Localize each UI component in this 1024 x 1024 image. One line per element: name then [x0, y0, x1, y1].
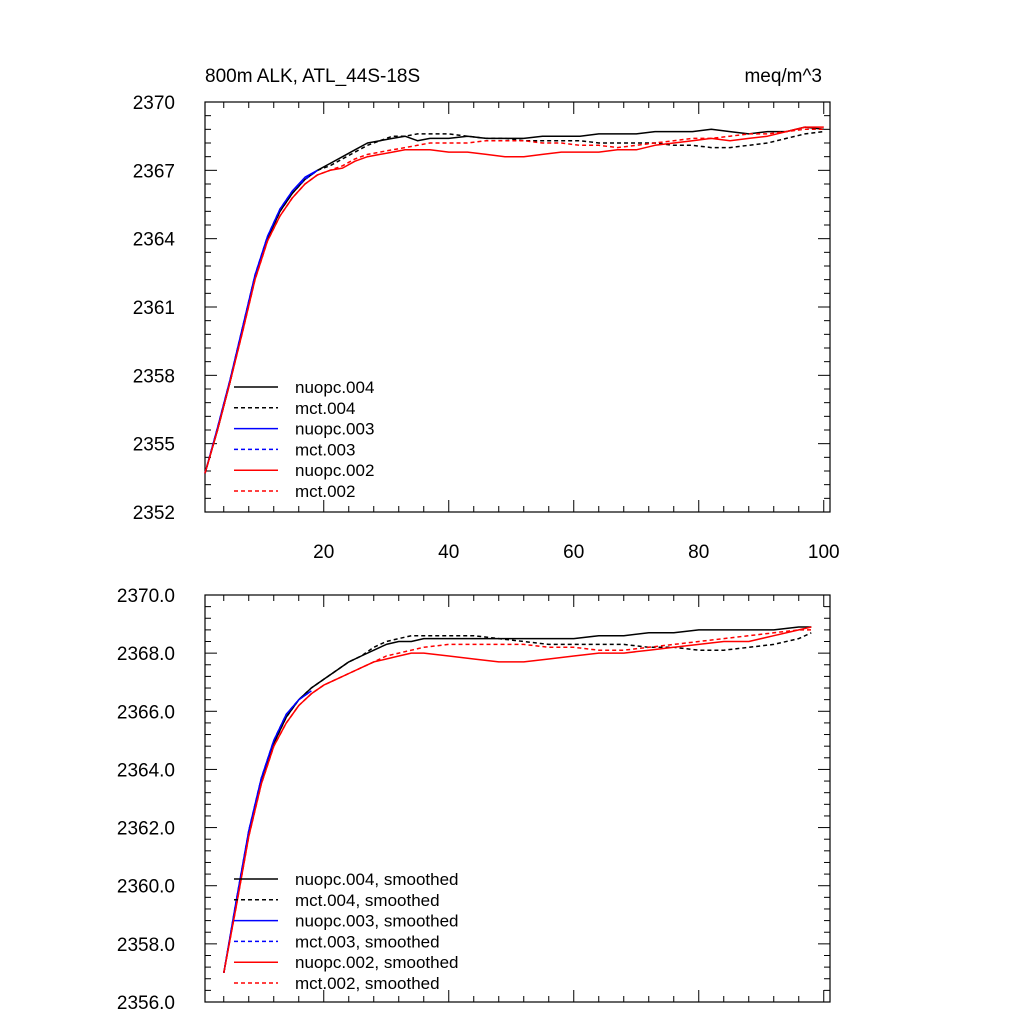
- legend-label: nuopc.003: [295, 420, 374, 439]
- legend-label: mct.004: [295, 399, 355, 418]
- x-tick-label: 60: [563, 542, 584, 563]
- chart-title: 800m ALK, ATL_44S-18S: [205, 66, 420, 87]
- y-tick-label: 2361: [133, 298, 175, 319]
- bottom-panel: 2356.0 2358.0 2360.0 2362.0 2364.0 2366.0 2368…: [117, 586, 831, 1014]
- y-tick-label: 2362.0: [117, 819, 175, 840]
- y-tick-label: 2355: [133, 435, 175, 456]
- y-tick-label: 2364: [133, 230, 176, 251]
- y-tick-label: 2364.0: [117, 760, 175, 781]
- legend-label: nuopc.002: [295, 461, 374, 480]
- plot-frame: [204, 594, 831, 1003]
- series-line-nuopc-002: [204, 126, 824, 474]
- y-tick-label: 2370.0: [117, 586, 175, 607]
- y-tick-label: 2366.0: [117, 702, 175, 723]
- series-line-mct-003-smoothed: [223, 690, 312, 974]
- x-tick-label: 40: [438, 542, 459, 563]
- y-tick-label: 2368.0: [117, 644, 175, 665]
- y-tick-label: 2352: [133, 503, 175, 524]
- y-tick-label: 2367: [133, 161, 175, 182]
- x-tick-label: 100: [808, 542, 840, 563]
- series-line-nuopc-004: [204, 126, 824, 474]
- legend-label: nuopc.003, smoothed: [295, 912, 459, 931]
- units-label: meq/m^3: [744, 66, 822, 87]
- legend-label: nuopc.004: [295, 378, 374, 397]
- legend-label: mct.002, smoothed: [295, 974, 440, 993]
- legend-label: nuopc.004, smoothed: [295, 870, 459, 889]
- y-tick-label: 2370: [133, 93, 175, 114]
- y-tick-label: 2360.0: [117, 877, 175, 898]
- x-tick-label: 80: [688, 542, 709, 563]
- y-tick-label: 2358: [133, 366, 175, 387]
- legend-label: mct.004, smoothed: [295, 891, 440, 910]
- top-panel: 800m ALK, ATL_44S-18S meq/m^3 2352 2355 2358…: [133, 66, 840, 563]
- series-line-mct-002-smoothed: [223, 629, 812, 974]
- x-tick-label: 20: [313, 542, 334, 563]
- series-line-nuopc-004-smoothed: [223, 626, 812, 974]
- y-tick-label: 2356.0: [117, 993, 175, 1014]
- legend-label: nuopc.002, smoothed: [295, 953, 459, 972]
- series-line-mct-004-smoothed: [223, 632, 812, 974]
- y-tick-label: 2358.0: [117, 935, 175, 956]
- legend-label: mct.003, smoothed: [295, 932, 440, 951]
- legend-label: mct.003: [295, 440, 355, 459]
- legend-label: mct.002: [295, 482, 355, 501]
- series-line-mct-002: [204, 128, 824, 474]
- series-line-mct-004: [204, 130, 824, 474]
